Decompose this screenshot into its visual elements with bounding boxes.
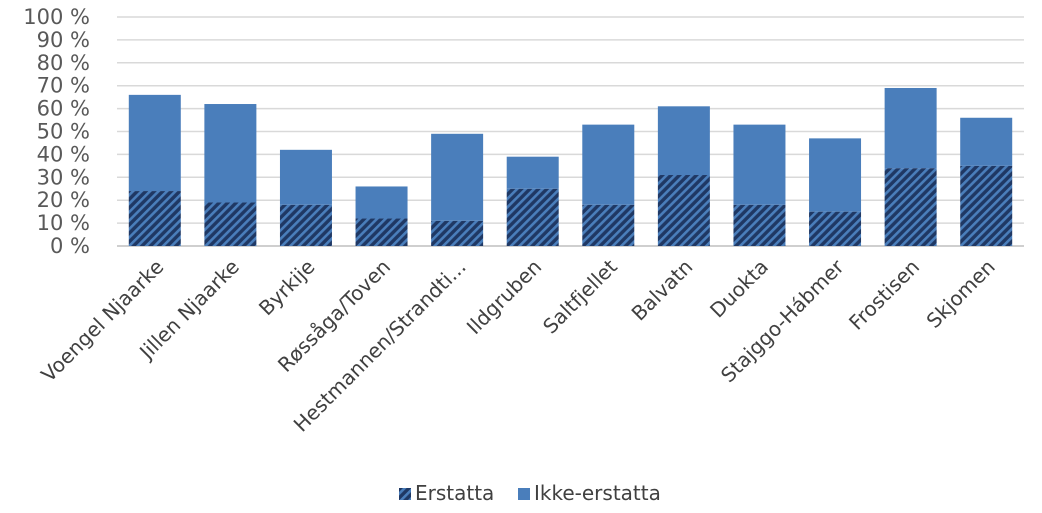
- bar-segment-erstatta: [582, 204, 635, 246]
- gridlines: [117, 16, 1024, 247]
- y-tick-label: 70 %: [37, 74, 90, 98]
- bar-segment-ikke-erstatta: [582, 124, 635, 205]
- x-category-label: Saltfjellet: [538, 254, 622, 338]
- bar-segment-ikke-erstatta: [128, 94, 181, 192]
- bars: [128, 87, 1013, 246]
- legend-swatch: [518, 488, 530, 500]
- x-category-label: Byrkije: [254, 255, 320, 321]
- bar-segment-ikke-erstatta: [355, 186, 408, 219]
- bar-segment-ikke-erstatta: [204, 104, 257, 203]
- bar-segment-erstatta: [355, 218, 408, 246]
- bar-segment-erstatta: [204, 202, 257, 246]
- bar-segment-erstatta: [431, 220, 484, 246]
- legend-swatch: [399, 488, 411, 500]
- bar-segment-erstatta: [279, 204, 332, 246]
- bar-segment-ikke-erstatta: [506, 156, 559, 189]
- bar-segment-erstatta: [960, 165, 1013, 246]
- bar-segment-erstatta: [809, 211, 862, 246]
- bar-segment-ikke-erstatta: [809, 138, 862, 212]
- y-axis-tick-labels: 0 %10 %20 %30 %40 %50 %60 %70 %80 %90 %1…: [23, 5, 90, 258]
- x-category-label: Duokta: [705, 255, 773, 323]
- legend-label: Ikke-erstatta: [534, 481, 661, 505]
- bar-segment-erstatta: [128, 191, 181, 246]
- x-category-label: Skjomen: [922, 255, 1000, 333]
- bar-segment-erstatta: [884, 168, 937, 246]
- bar-segment-ikke-erstatta: [431, 133, 484, 221]
- y-tick-label: 90 %: [37, 28, 90, 52]
- x-category-label: Frostisen: [844, 255, 924, 335]
- y-tick-label: 60 %: [37, 97, 90, 121]
- y-tick-label: 30 %: [37, 165, 90, 189]
- bar-segment-ikke-erstatta: [657, 106, 710, 176]
- y-tick-label: 80 %: [37, 51, 90, 75]
- bar-segment-ikke-erstatta: [884, 87, 937, 169]
- x-category-label: Ildgruben: [462, 255, 546, 339]
- x-category-label: Voengel Njaarke: [36, 255, 168, 387]
- y-tick-label: 20 %: [37, 188, 90, 212]
- bar-segment-ikke-erstatta: [279, 149, 332, 205]
- legend-label: Erstatta: [415, 481, 494, 505]
- x-category-label: Balvatn: [627, 255, 698, 326]
- bar-segment-erstatta: [733, 204, 786, 246]
- bar-segment-erstatta: [506, 188, 559, 246]
- legend: Erstatta Ikke-erstatta: [399, 481, 661, 505]
- bar-segment-ikke-erstatta: [960, 117, 1013, 166]
- y-tick-label: 40 %: [37, 142, 90, 166]
- y-tick-label: 10 %: [37, 211, 90, 235]
- y-tick-label: 50 %: [37, 120, 90, 144]
- bar-segment-ikke-erstatta: [733, 124, 786, 205]
- y-tick-label: 100 %: [23, 5, 90, 29]
- y-tick-label: 0 %: [50, 234, 90, 258]
- bar-segment-erstatta: [657, 175, 710, 246]
